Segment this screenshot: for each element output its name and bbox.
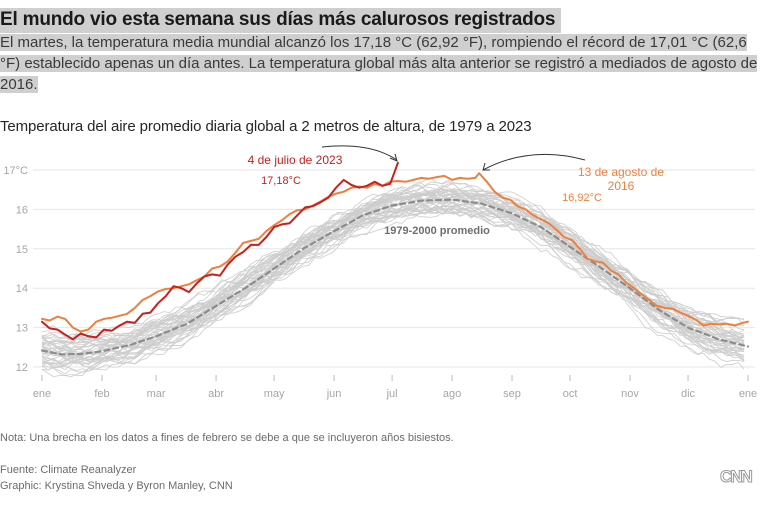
- y-tick-label: 15: [16, 244, 28, 256]
- annotation-2023-value: 17,18°C: [261, 175, 301, 187]
- credits: Fuente: Climate Reanalyzer Graphic: Krys…: [0, 462, 233, 494]
- average-line-group: [40, 198, 750, 356]
- other-year-line: [41, 204, 745, 371]
- dek: El martes, la temperatura media mundial …: [0, 32, 763, 95]
- y-tick-label: 12: [16, 362, 28, 374]
- x-tick-label: ene: [739, 388, 757, 400]
- annotation-average-label: 1979-2000 promedio: [384, 225, 490, 237]
- y-tick-label: 17°C: [3, 165, 28, 177]
- annotation-2023-label: 4 de julio de 2023: [248, 153, 343, 167]
- x-tick-label: feb: [94, 388, 109, 400]
- y-tick-label: 14: [16, 283, 28, 295]
- other-year-line: [41, 199, 745, 362]
- y-tick-label: 13: [16, 323, 28, 335]
- annotations: 4 de julio de 2023 17,18°C 13 de agosto …: [248, 145, 664, 237]
- y-tick-label: 16: [16, 204, 28, 216]
- chart-title: Temperatura del aire promedio diaria glo…: [0, 118, 532, 135]
- x-axis: ene feb mar abr may jun jul ago sep oct nov dic ene: [33, 375, 757, 400]
- x-tick-label: ago: [443, 388, 461, 400]
- annotation-2016-label-line1: 13 de agosto de: [578, 165, 664, 179]
- x-tick-label: abr: [208, 388, 224, 400]
- headline: El mundo vio esta semana sus días más ca…: [0, 8, 562, 33]
- cnn-logo: CNN: [720, 467, 754, 487]
- arrow-2016: [482, 153, 586, 171]
- annotation-2016-label-line2: 2016: [608, 179, 635, 193]
- other-year-line: [41, 183, 745, 337]
- x-tick-label: mar: [147, 388, 166, 400]
- source-line: Fuente: Climate Reanalyzer: [0, 464, 137, 476]
- line-2016-group: [41, 172, 749, 333]
- average-line: [40, 198, 750, 356]
- x-tick-label: sep: [503, 388, 521, 400]
- x-tick-label: jul: [386, 388, 398, 400]
- footnote: Nota: Una brecha en los datos a fines de…: [0, 432, 454, 444]
- x-tick-label: jun: [326, 388, 342, 400]
- other-year-line: [41, 189, 745, 345]
- x-tick-label: dic: [681, 388, 696, 400]
- other-years-lines: [41, 177, 745, 378]
- other-year-line: [41, 177, 745, 344]
- arrow-2023-head: [389, 153, 398, 162]
- line-2016: [41, 172, 749, 333]
- arrow-2016-head: [482, 162, 490, 171]
- x-tick-label: ene: [33, 388, 51, 400]
- x-tick-label: oct: [563, 388, 578, 400]
- arrow-2023: [321, 145, 398, 161]
- x-tick-label: may: [264, 388, 285, 400]
- chart: 17°C 16 15 14 13 12 ene feb mar abr may jun jul ago s…: [3, 145, 757, 400]
- annotation-2016-value: 16,92°C: [562, 192, 602, 204]
- credit-line: Graphic: Krystina Shveda y Byron Manley,…: [0, 480, 233, 492]
- line-2023: [41, 161, 399, 341]
- dek-text: El martes, la temperatura media mundial …: [0, 34, 758, 93]
- y-axis: 17°C 16 15 14 13 12: [3, 165, 28, 374]
- line-2023-group: [41, 161, 399, 341]
- other-year-line: [41, 193, 745, 357]
- x-tick-label: nov: [621, 388, 639, 400]
